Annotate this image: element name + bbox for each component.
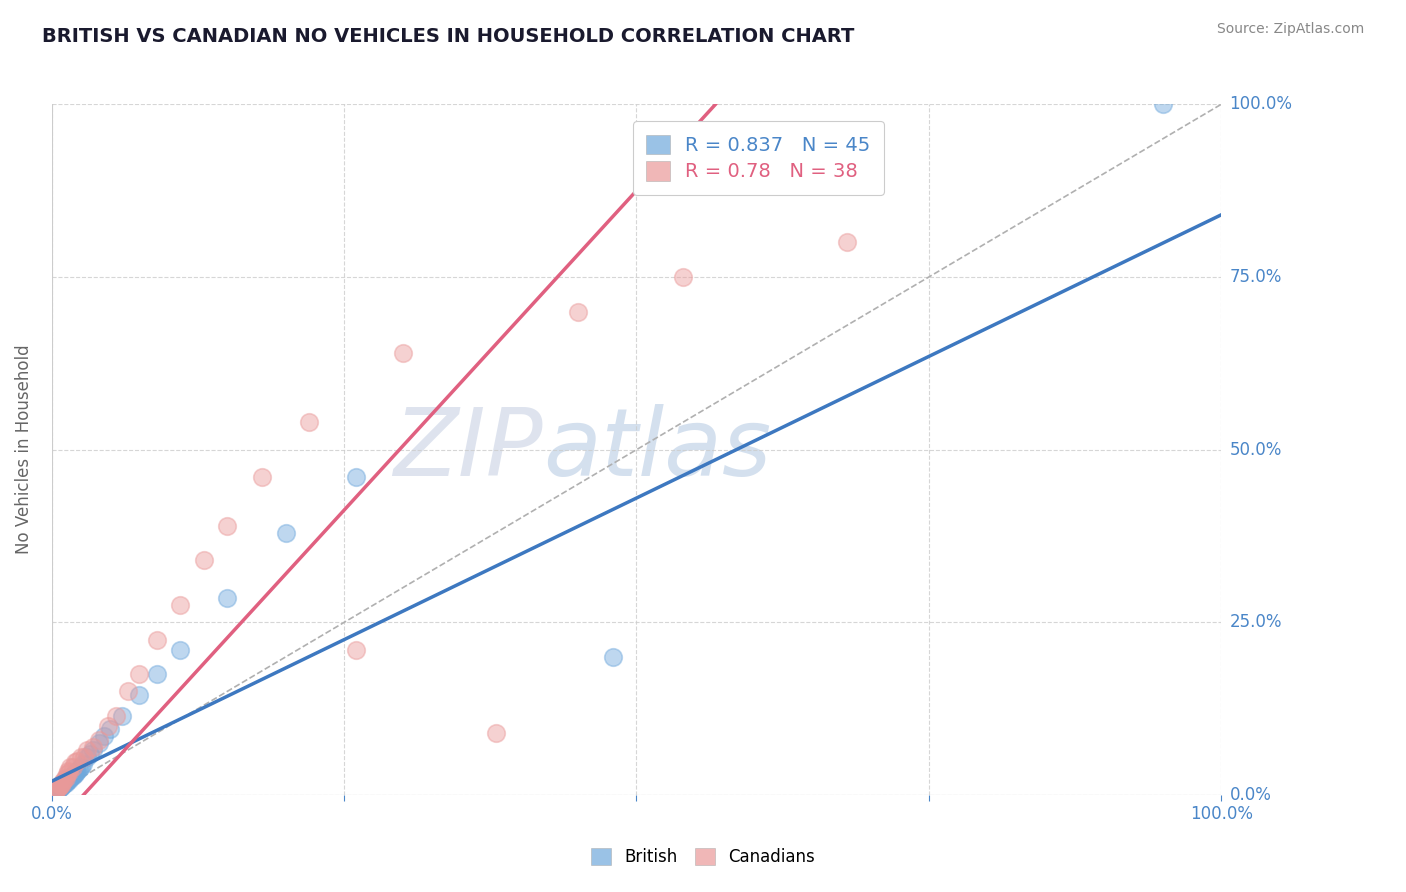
Point xyxy=(835,235,858,250)
Point xyxy=(60,769,83,783)
Point xyxy=(63,767,86,781)
Point xyxy=(52,778,75,792)
Point xyxy=(63,767,86,781)
Point xyxy=(49,781,72,796)
Text: Source: ZipAtlas.com: Source: ZipAtlas.com xyxy=(1216,22,1364,37)
Point xyxy=(51,776,73,790)
Point xyxy=(45,782,67,797)
Point xyxy=(252,470,274,484)
Text: 50.0%: 50.0% xyxy=(1230,441,1282,458)
Point xyxy=(567,304,589,318)
Point xyxy=(193,553,215,567)
Point xyxy=(105,708,128,723)
Text: BRITISH VS CANADIAN NO VEHICLES IN HOUSEHOLD CORRELATION CHART: BRITISH VS CANADIAN NO VEHICLES IN HOUSE… xyxy=(42,27,855,45)
Point xyxy=(56,774,79,789)
Point xyxy=(52,775,75,789)
Point xyxy=(98,723,121,737)
Point xyxy=(72,756,94,771)
Text: 75.0%: 75.0% xyxy=(1230,268,1282,286)
Point xyxy=(45,783,67,797)
Point xyxy=(48,781,70,796)
Point xyxy=(146,667,169,681)
Point xyxy=(485,726,508,740)
Point xyxy=(217,518,239,533)
Point xyxy=(53,776,76,790)
Point xyxy=(82,743,104,757)
Legend: R = 0.837   N = 45, R = 0.78   N = 38: R = 0.837 N = 45, R = 0.78 N = 38 xyxy=(633,121,884,195)
Point xyxy=(344,470,367,484)
Point xyxy=(1152,97,1174,112)
Point xyxy=(56,772,79,787)
Point xyxy=(391,346,413,360)
Point xyxy=(59,771,82,785)
Point xyxy=(48,780,70,794)
Point xyxy=(602,649,624,664)
Point xyxy=(58,765,80,780)
Point xyxy=(169,598,191,612)
Point xyxy=(44,784,66,798)
Point xyxy=(53,771,76,785)
Point xyxy=(111,708,134,723)
Point xyxy=(62,760,84,774)
Text: ZIP: ZIP xyxy=(394,404,543,495)
Point xyxy=(58,771,80,785)
Text: 25.0%: 25.0% xyxy=(1230,614,1282,632)
Point xyxy=(128,688,150,702)
Point xyxy=(67,762,90,776)
Point xyxy=(49,778,72,792)
Point xyxy=(51,779,73,793)
Point xyxy=(55,772,77,787)
Point xyxy=(87,732,110,747)
Point xyxy=(49,780,72,794)
Point xyxy=(70,750,93,764)
Point xyxy=(52,774,75,789)
Point xyxy=(46,781,69,796)
Text: 0.0%: 0.0% xyxy=(1230,786,1271,804)
Point xyxy=(63,755,86,769)
Point xyxy=(97,719,120,733)
Point xyxy=(51,775,73,789)
Y-axis label: No Vehicles in Household: No Vehicles in Household xyxy=(15,345,32,555)
Point xyxy=(46,782,69,797)
Point xyxy=(44,784,66,798)
Text: atlas: atlas xyxy=(543,404,770,495)
Point xyxy=(298,415,321,429)
Text: 100.0%: 100.0% xyxy=(1230,95,1292,113)
Point xyxy=(79,747,101,761)
Point xyxy=(55,775,77,789)
Point xyxy=(70,760,93,774)
Point xyxy=(65,765,87,780)
Point xyxy=(344,643,367,657)
Point xyxy=(217,591,239,606)
Point xyxy=(55,771,77,785)
Point xyxy=(58,772,80,787)
Point xyxy=(66,764,89,778)
Point xyxy=(87,736,110,750)
Point xyxy=(169,643,191,657)
Point xyxy=(93,730,115,744)
Point xyxy=(82,739,104,754)
Legend: British, Canadians: British, Canadians xyxy=(585,841,821,873)
Point xyxy=(128,667,150,681)
Point xyxy=(53,774,76,789)
Point xyxy=(76,750,98,764)
Point xyxy=(59,760,82,774)
Point xyxy=(672,270,695,285)
Point xyxy=(56,767,79,781)
Point xyxy=(274,525,297,540)
Point xyxy=(73,750,96,764)
Point xyxy=(49,778,72,792)
Point xyxy=(66,754,89,768)
Point xyxy=(62,769,84,783)
Point xyxy=(56,764,79,778)
Point xyxy=(76,743,98,757)
Point xyxy=(146,632,169,647)
Point xyxy=(117,684,139,698)
Point xyxy=(49,780,72,794)
Point xyxy=(49,778,72,792)
